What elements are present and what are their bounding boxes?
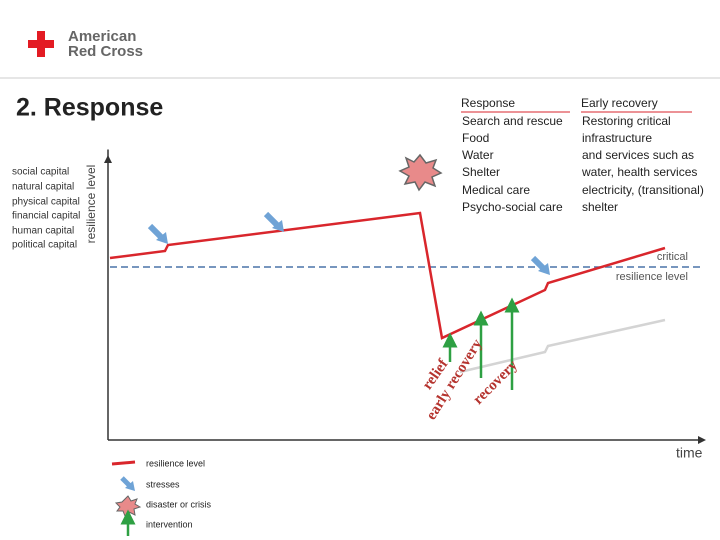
logo: American Red Cross xyxy=(28,28,143,60)
legend-label: stresses xyxy=(146,479,180,489)
logo-text: Red Cross xyxy=(68,43,143,60)
response-heading: Response xyxy=(461,96,515,110)
recovery-line: water, health services xyxy=(581,165,697,179)
legend-label: disaster or crisis xyxy=(146,499,212,509)
legend-label: resilience level xyxy=(146,458,205,468)
legend-swatch xyxy=(114,495,142,517)
capital: human capital xyxy=(12,226,74,237)
stress-arrow xyxy=(263,211,281,229)
y-axis-label: resilience level xyxy=(84,165,98,244)
response-item: Water xyxy=(462,148,494,162)
recovery-line: Restoring critical xyxy=(582,114,671,128)
capital: social capital xyxy=(12,167,69,178)
capital: political capital xyxy=(12,240,77,251)
y-axis-arrow xyxy=(104,155,112,163)
stresses xyxy=(147,211,550,275)
response-item: Psycho-social care xyxy=(462,200,563,214)
response-item: Food xyxy=(462,131,489,145)
stress-arrow xyxy=(147,223,165,241)
response-item: Search and rescue xyxy=(462,114,563,128)
recovery-line: electricity, (transitional) xyxy=(582,183,704,197)
response-item: Medical care xyxy=(462,183,530,197)
stress-arrow xyxy=(538,263,550,275)
recovery-line: infrastructure xyxy=(582,131,652,145)
stress-arrow xyxy=(272,220,284,232)
logo-cross xyxy=(37,31,45,57)
recovery-heading: Early recovery xyxy=(581,96,658,110)
response-item: Shelter xyxy=(462,165,500,179)
recovery-line: shelter xyxy=(582,200,618,214)
legend: resilience level stresses disaster or cr… xyxy=(111,458,212,536)
logo-text: American xyxy=(68,28,136,45)
disaster-burst xyxy=(398,153,443,192)
stress-arrow xyxy=(530,255,547,272)
legend-swatch xyxy=(111,460,136,466)
legend-swatch xyxy=(125,481,135,491)
x-axis-arrow xyxy=(698,436,706,444)
capitals: social capital natural capital physical … xyxy=(12,167,80,251)
critical-label: resilience level xyxy=(616,271,688,283)
title: 2. Response xyxy=(16,94,163,122)
legend-label: intervention xyxy=(146,519,193,529)
critical-label: critical xyxy=(657,251,688,263)
x-axis-label: time xyxy=(676,445,703,461)
capital: physical capital xyxy=(12,197,80,208)
resilience-line xyxy=(109,211,666,340)
stress-arrow xyxy=(156,232,168,244)
legend-swatch xyxy=(120,476,132,488)
capital: natural capital xyxy=(12,182,74,193)
alternate-path xyxy=(459,318,666,374)
recovery-line: and services such as xyxy=(582,148,694,162)
capital: financial capital xyxy=(12,211,80,222)
